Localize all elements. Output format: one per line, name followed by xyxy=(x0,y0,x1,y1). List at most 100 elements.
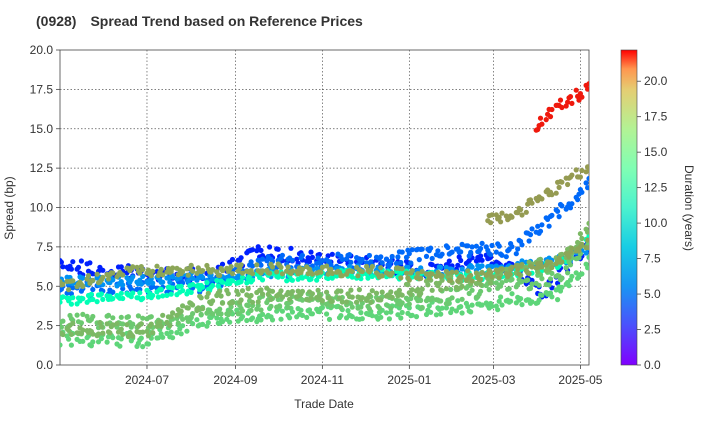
data-point xyxy=(298,307,304,313)
data-point xyxy=(268,303,274,309)
data-point xyxy=(279,294,285,300)
data-point xyxy=(386,262,392,269)
data-point xyxy=(245,303,251,309)
data-point xyxy=(248,307,254,313)
data-point xyxy=(324,311,330,317)
data-point xyxy=(535,126,541,133)
data-point xyxy=(358,304,364,310)
data-point xyxy=(118,290,124,296)
data-point xyxy=(449,295,455,301)
data-point xyxy=(496,275,502,281)
y-tick-label: 7.5 xyxy=(36,240,53,254)
y-tick-label: 10.0 xyxy=(30,201,54,215)
data-point xyxy=(356,287,362,293)
data-point xyxy=(378,297,384,303)
data-point xyxy=(539,222,545,228)
data-point xyxy=(573,87,579,93)
data-point xyxy=(145,333,151,339)
data-point xyxy=(455,285,461,292)
data-point xyxy=(539,276,545,282)
data-point xyxy=(383,302,390,308)
data-point xyxy=(379,289,385,295)
data-point xyxy=(409,268,415,274)
data-point xyxy=(409,312,415,318)
data-point xyxy=(299,312,305,318)
data-point xyxy=(349,274,355,280)
data-point xyxy=(160,334,166,340)
data-point xyxy=(148,321,154,327)
data-point xyxy=(289,268,295,274)
data-point xyxy=(586,168,589,174)
data-point xyxy=(359,295,365,301)
data-point xyxy=(318,269,324,275)
data-point xyxy=(583,250,589,256)
data-point xyxy=(565,99,571,105)
data-point xyxy=(579,271,585,277)
data-point xyxy=(366,306,372,312)
y-tick-label: 17.5 xyxy=(30,82,54,96)
data-point xyxy=(268,296,274,302)
data-point xyxy=(238,279,244,285)
data-point xyxy=(98,324,104,330)
data-point xyxy=(190,321,196,327)
data-point xyxy=(469,244,475,250)
data-point xyxy=(309,271,315,277)
data-point xyxy=(125,314,131,320)
data-point xyxy=(586,245,589,251)
data-point xyxy=(130,333,136,339)
data-point xyxy=(219,279,226,285)
data-point xyxy=(366,292,372,298)
data-point xyxy=(478,282,484,288)
data-point xyxy=(526,271,532,277)
data-point xyxy=(586,220,589,226)
data-point xyxy=(523,209,529,215)
data-point xyxy=(489,303,495,309)
data-point xyxy=(87,260,93,266)
data-point xyxy=(168,291,174,297)
y-tick-label: 15.0 xyxy=(30,122,54,136)
data-point xyxy=(495,307,501,313)
data-point xyxy=(158,266,164,272)
data-point xyxy=(539,196,545,202)
data-point xyxy=(498,219,504,225)
data-point xyxy=(238,297,244,303)
data-point xyxy=(269,317,276,323)
data-point xyxy=(130,264,136,270)
data-point xyxy=(519,261,525,268)
data-point xyxy=(324,263,330,269)
data-point xyxy=(254,248,260,254)
data-point xyxy=(499,302,505,308)
data-point xyxy=(428,309,434,315)
data-point xyxy=(459,296,465,302)
data-point xyxy=(259,256,266,262)
data-point xyxy=(509,244,515,250)
data-point xyxy=(157,319,163,325)
data-point xyxy=(489,264,495,270)
data-point xyxy=(573,167,579,173)
data-point xyxy=(519,278,525,284)
data-point xyxy=(184,328,190,334)
data-point xyxy=(255,302,261,309)
data-point xyxy=(448,277,454,283)
data-point xyxy=(319,258,325,264)
data-point xyxy=(259,277,266,283)
data-point xyxy=(338,288,344,294)
data-point xyxy=(547,114,554,120)
data-point xyxy=(258,247,264,253)
data-point xyxy=(419,286,425,292)
data-point xyxy=(429,255,435,262)
data-point xyxy=(585,229,589,235)
data-point xyxy=(217,306,223,312)
data-point xyxy=(549,106,555,113)
data-point xyxy=(188,289,194,295)
colorbar-tick-label: 20.0 xyxy=(644,74,668,88)
data-point xyxy=(526,238,532,244)
data-point xyxy=(120,272,126,278)
data-point xyxy=(160,312,166,318)
data-point xyxy=(458,257,464,264)
data-point xyxy=(459,241,465,247)
data-point xyxy=(80,338,86,344)
data-point xyxy=(536,282,542,288)
data-point xyxy=(585,86,589,92)
